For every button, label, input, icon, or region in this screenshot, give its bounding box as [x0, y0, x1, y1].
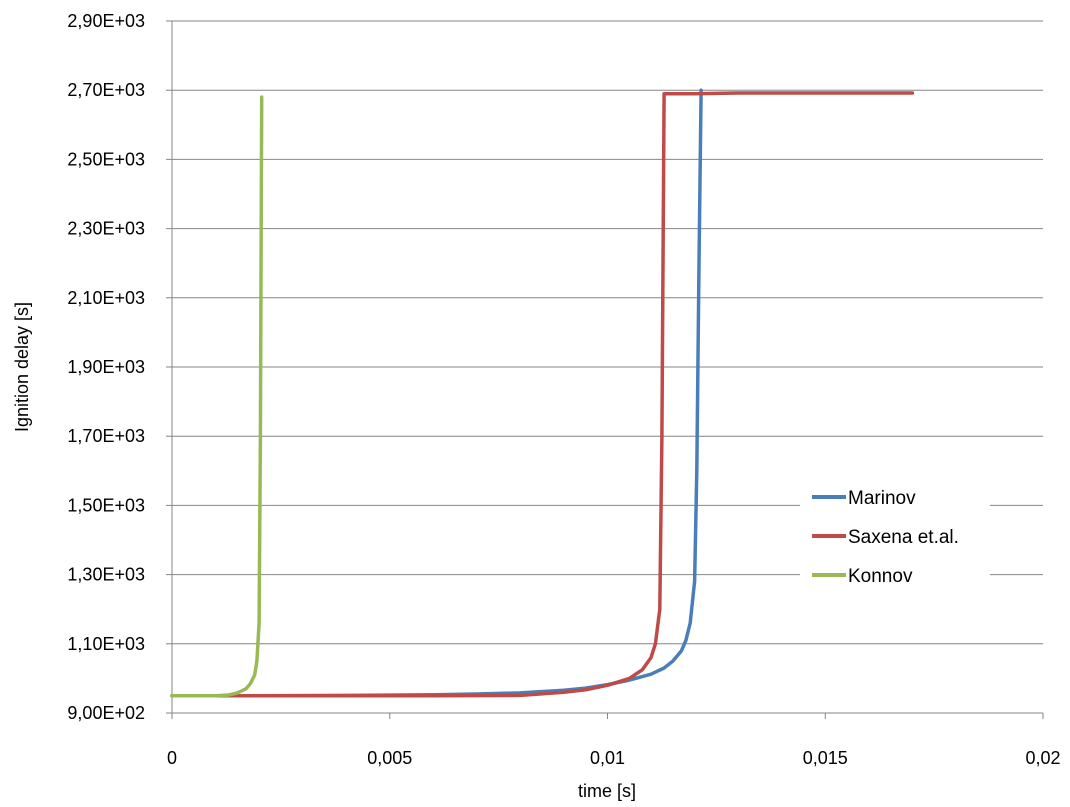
- x-tick-label: 0: [167, 748, 177, 768]
- y-tick-label: 1,70E+03: [67, 426, 145, 446]
- y-tick-label: 2,90E+03: [67, 11, 145, 31]
- y-tick-label: 1,10E+03: [67, 634, 145, 654]
- y-tick-label: 2,50E+03: [67, 149, 145, 169]
- x-tick-label: 0,015: [803, 748, 848, 768]
- series-lines: [170, 88, 915, 698]
- y-tick-label: 1,30E+03: [67, 565, 145, 585]
- y-axis-title: Ignition delay [s]: [12, 302, 32, 432]
- legend-label: Konnov: [848, 566, 913, 587]
- y-tick-label: 9,00E+02: [67, 703, 145, 723]
- series-line-0: [170, 88, 703, 698]
- legend: Marinov Saxena et.al. Konnov: [800, 474, 990, 620]
- gridlines: [172, 20, 1043, 645]
- series-line-1: [170, 91, 915, 698]
- y-tick-marks: [166, 20, 172, 714]
- y-tick-label: 1,90E+03: [67, 357, 145, 377]
- series-line-2: [170, 95, 264, 698]
- x-tick-label: 0,01: [590, 748, 625, 768]
- x-tick-label: 0,005: [367, 748, 412, 768]
- y-tick-label: 2,10E+03: [67, 288, 145, 308]
- y-tick-label: 2,70E+03: [67, 80, 145, 100]
- x-tick-label: 0,02: [1025, 748, 1060, 768]
- x-tick-labels: 0 0,005 0,01 0,015 0,02: [167, 748, 1061, 768]
- x-axis-title: time [s]: [578, 781, 636, 801]
- legend-label: Marinov: [848, 488, 916, 509]
- x-tick-marks: [171, 713, 1044, 719]
- y-tick-label: 1,50E+03: [67, 495, 145, 515]
- y-tick-labels: 9,00E+02 1,10E+03 1,30E+03 1,50E+03 1,70E+03…: [67, 11, 145, 723]
- legend-label: Saxena et.al.: [848, 527, 959, 548]
- y-tick-label: 2,30E+03: [67, 219, 145, 239]
